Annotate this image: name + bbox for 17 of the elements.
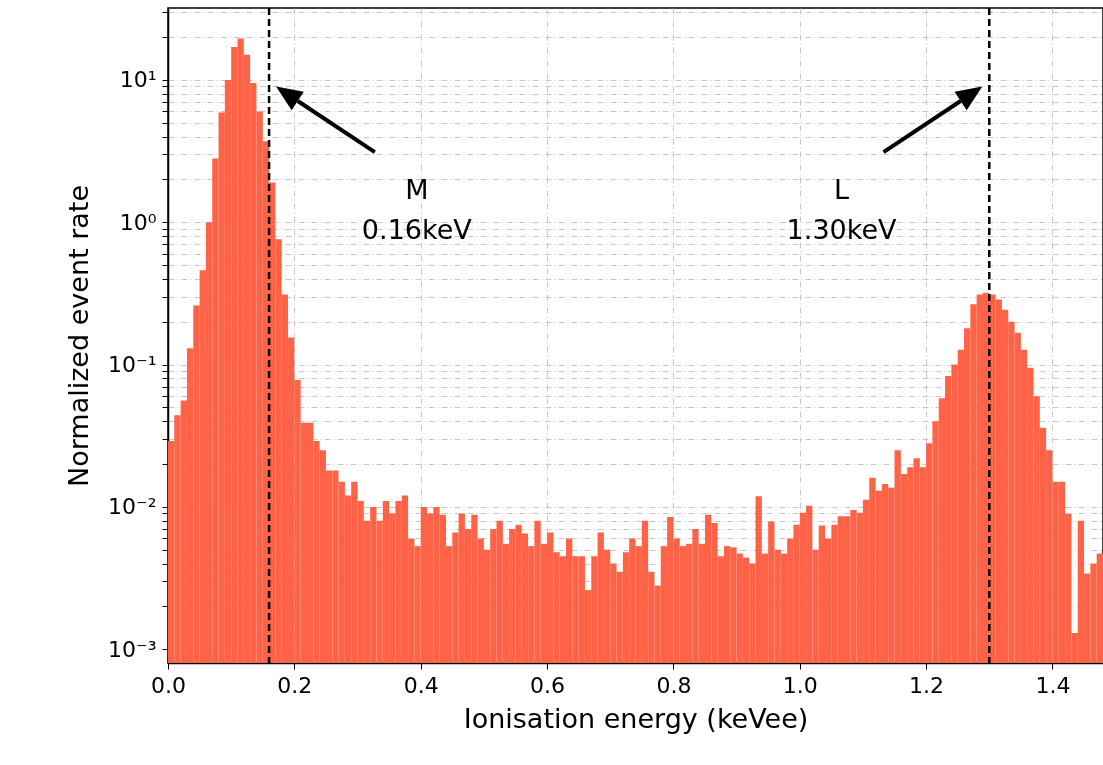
- x-tick-label: 0.6: [530, 672, 566, 698]
- y-tick-label: 10¹: [119, 67, 157, 93]
- annotation: M 0.16keV: [361, 174, 473, 246]
- x-tick-label: 1.4: [1035, 672, 1071, 698]
- y-tick-label: 10⁻³: [108, 636, 157, 662]
- annotation: L 1.30keV: [786, 174, 898, 246]
- x-tick-label: 1.2: [909, 672, 945, 698]
- x-tick-label: 0.4: [403, 672, 439, 698]
- x-tick-label: 0.0: [151, 672, 186, 698]
- y-axis-title: Normalized event rate: [63, 184, 95, 488]
- y-tick-label: 10⁰: [119, 209, 157, 235]
- x-tick-label: 0.2: [277, 672, 313, 698]
- x-axis-title: Ionisation energy (keVee): [463, 702, 809, 734]
- y-tick-label: 10⁻¹: [108, 352, 157, 378]
- y-tick-label: 10⁻²: [108, 494, 157, 520]
- x-tick-label: 1.0: [782, 672, 818, 698]
- x-tick-label: 0.8: [656, 672, 692, 698]
